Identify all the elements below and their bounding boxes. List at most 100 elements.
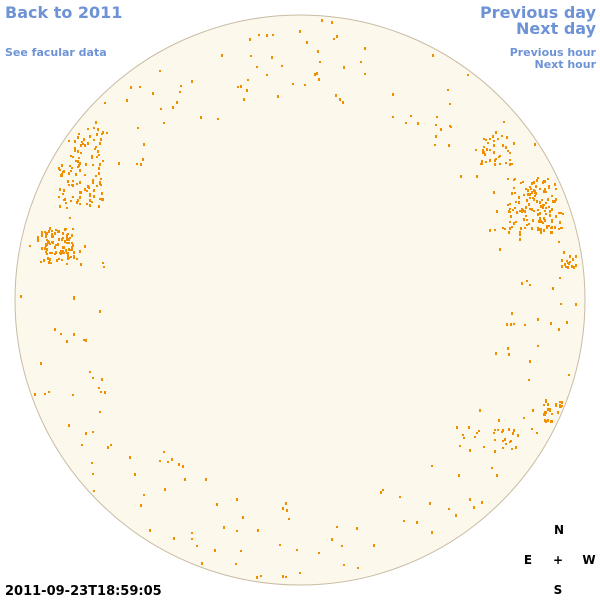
facula (531, 191, 533, 194)
facula (47, 257, 49, 260)
facula (560, 212, 562, 214)
facula (34, 393, 36, 396)
facula (555, 188, 557, 190)
next-hour-link[interactable]: Next hour (535, 58, 597, 71)
facula (535, 185, 537, 188)
facula (87, 185, 89, 187)
facula (74, 150, 76, 152)
facula (98, 205, 100, 208)
facula (545, 399, 547, 401)
facula (550, 420, 552, 422)
facula (339, 98, 341, 101)
facula (520, 227, 522, 230)
facula (71, 167, 73, 169)
facula (505, 443, 507, 445)
facula (405, 122, 407, 124)
facula (84, 174, 86, 176)
facula (380, 491, 382, 494)
facula (70, 155, 72, 157)
facula (247, 79, 249, 81)
facula (94, 148, 96, 150)
facula (191, 80, 193, 83)
facula (529, 193, 531, 196)
facula (416, 521, 418, 524)
facula (86, 190, 88, 192)
facula (70, 170, 72, 172)
facula (91, 201, 93, 203)
facula (516, 211, 518, 214)
facula (96, 156, 98, 158)
facula (95, 121, 97, 124)
facula (530, 188, 532, 190)
facula (501, 135, 503, 137)
facula (544, 219, 546, 222)
facula (563, 251, 565, 254)
facula (523, 218, 525, 221)
facula (539, 217, 541, 220)
facula (46, 248, 48, 251)
facula (333, 38, 335, 40)
facula (246, 89, 248, 92)
facula (73, 297, 75, 300)
back-link[interactable]: Back to 2011 (5, 3, 122, 22)
facula (61, 164, 63, 167)
facula (98, 387, 100, 389)
facula (502, 440, 504, 442)
next-day-link[interactable]: Next day (516, 19, 597, 38)
facula (46, 239, 48, 241)
facula (217, 118, 219, 120)
facula (526, 199, 528, 202)
facula (529, 284, 531, 286)
facula (318, 552, 320, 554)
facula (558, 212, 560, 214)
facula (46, 253, 48, 255)
facula (392, 116, 394, 118)
facula (557, 411, 559, 414)
facula (99, 142, 101, 145)
facula (529, 186, 531, 188)
facula (502, 144, 504, 147)
facula (545, 207, 547, 209)
facula (191, 532, 193, 534)
facula (567, 262, 569, 264)
facula (58, 167, 60, 170)
facula (292, 83, 294, 85)
facula (59, 169, 61, 171)
facula (543, 190, 545, 193)
facula (62, 250, 64, 253)
facula (537, 209, 539, 211)
facula (436, 116, 438, 118)
facula (509, 211, 511, 213)
facula (573, 266, 575, 269)
facula (72, 228, 74, 230)
facula (101, 192, 103, 195)
previous-hour-link[interactable]: Previous hour (510, 46, 597, 59)
facula (260, 575, 262, 577)
facula (236, 530, 238, 532)
facula (502, 227, 504, 229)
facula (508, 428, 510, 431)
facula (481, 163, 483, 165)
facula (529, 197, 531, 199)
previous-day-link[interactable]: Previous day (480, 3, 597, 22)
facula (57, 230, 59, 233)
facular-link[interactable]: See facular data (5, 46, 107, 59)
facula (72, 156, 74, 158)
facula (473, 506, 475, 509)
facula (546, 227, 548, 229)
facula (63, 189, 65, 192)
facula (429, 502, 431, 505)
facula (80, 263, 82, 266)
facula (137, 127, 139, 129)
facula (482, 149, 484, 151)
facula (96, 133, 98, 136)
facula (548, 225, 550, 227)
facula (66, 263, 68, 265)
facula (299, 30, 301, 33)
facula (468, 426, 470, 429)
faculae (20, 19, 577, 579)
facula (499, 163, 501, 165)
facula (540, 220, 542, 222)
facula (98, 167, 100, 170)
facula (74, 140, 76, 143)
